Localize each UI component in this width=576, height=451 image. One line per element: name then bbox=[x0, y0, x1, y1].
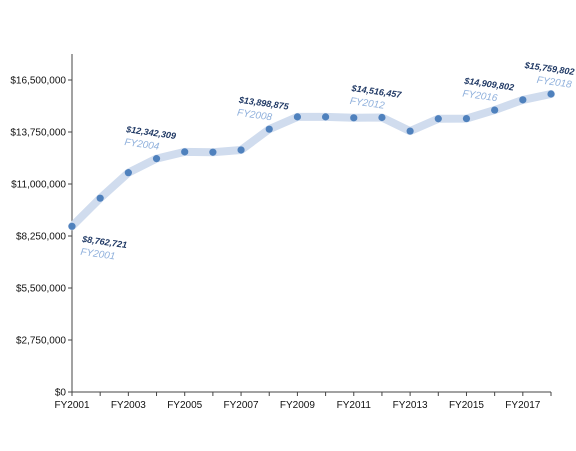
chart-series bbox=[68, 90, 555, 231]
x-tick-label: FY2017 bbox=[505, 400, 540, 411]
data-label-year: FY2016 bbox=[462, 89, 499, 105]
y-tick-label: $16,500,000 bbox=[10, 76, 66, 87]
data-point bbox=[462, 114, 471, 123]
series-line bbox=[68, 90, 555, 231]
data-label-year: FY2001 bbox=[80, 247, 116, 263]
data-point bbox=[406, 127, 414, 135]
chart-axes: $0 $2,750,000 $5,500,000 $8,250,000 $11,000,… bbox=[10, 54, 552, 411]
data-point bbox=[321, 113, 330, 121]
data-label-year: FY2008 bbox=[236, 108, 273, 124]
x-tick-label: FY2005 bbox=[167, 400, 202, 411]
data-point bbox=[350, 114, 358, 122]
data-point bbox=[265, 125, 273, 133]
data-point bbox=[293, 113, 302, 121]
data-point bbox=[68, 222, 76, 230]
data-point bbox=[96, 194, 104, 202]
data-point bbox=[519, 96, 527, 104]
y-tick-label: $5,500,000 bbox=[16, 284, 66, 295]
data-point bbox=[237, 146, 245, 154]
x-tick-label: FY2013 bbox=[393, 400, 428, 411]
y-tick-label: $11,000,000 bbox=[11, 180, 66, 191]
data-label-year: FY2012 bbox=[349, 96, 386, 112]
data-label-year: FY2004 bbox=[124, 137, 161, 153]
data-point bbox=[547, 90, 555, 98]
x-tick-label: FY2015 bbox=[449, 400, 484, 411]
x-tick-label: FY2001 bbox=[54, 400, 89, 411]
data-point bbox=[181, 148, 189, 156]
y-tick-label: $2,750,000 bbox=[16, 336, 66, 347]
data-label-value: $15,759,802 bbox=[523, 60, 575, 77]
x-tick-label: FY2011 bbox=[337, 400, 372, 411]
data-point bbox=[378, 113, 386, 122]
x-tick-label: FY2007 bbox=[224, 400, 259, 411]
data-point bbox=[434, 115, 442, 123]
x-tick-label: FY2009 bbox=[280, 400, 315, 411]
y-tick-label: $0 bbox=[55, 388, 67, 399]
data-point bbox=[152, 155, 161, 163]
y-tick-label: $8,250,000 bbox=[16, 232, 66, 243]
data-point bbox=[491, 106, 499, 114]
data-point bbox=[124, 169, 132, 177]
data-point bbox=[209, 148, 217, 156]
x-tick-label: FY2003 bbox=[111, 400, 146, 411]
data-label-year: FY2018 bbox=[536, 75, 573, 91]
y-tick-label: $13,750,000 bbox=[10, 128, 66, 139]
